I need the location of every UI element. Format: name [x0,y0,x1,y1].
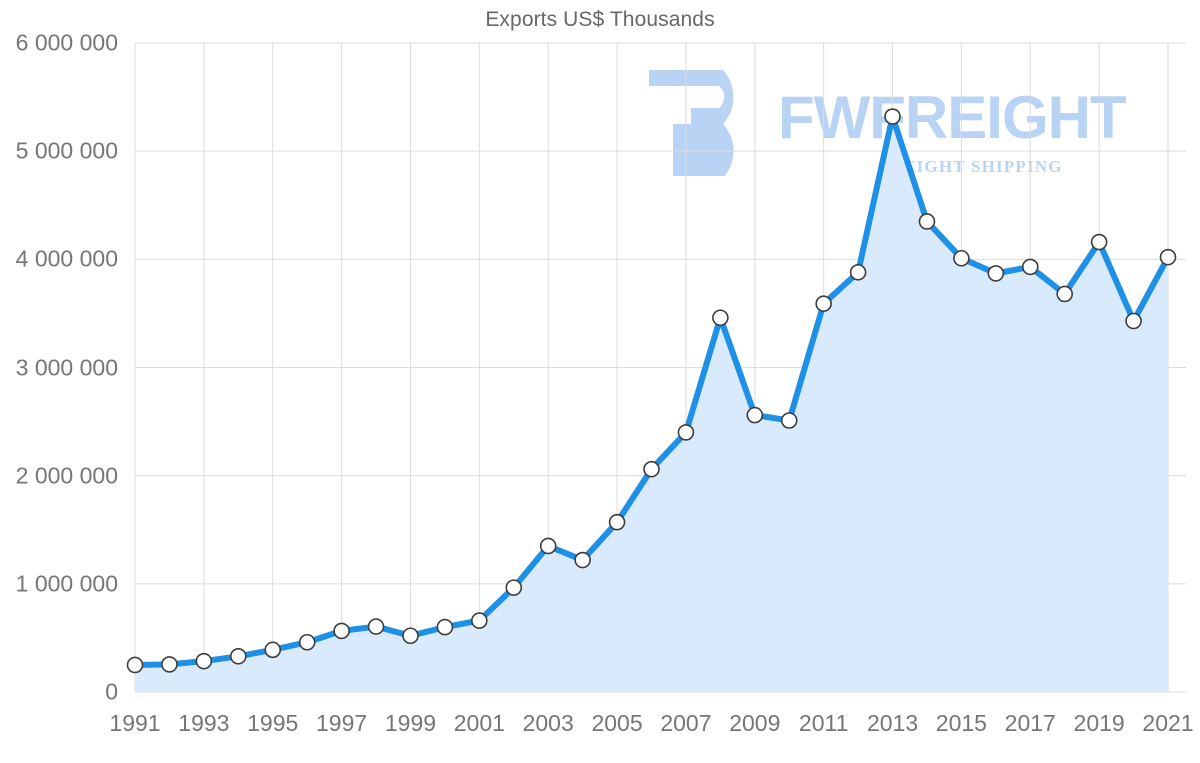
x-axis-tick-label: 2013 [866,710,919,736]
data-point-marker[interactable] [815,295,832,312]
data-point-marker[interactable] [161,656,178,673]
x-axis-tick-label: 1999 [384,710,437,736]
data-point-marker[interactable] [436,618,454,636]
chart-title: Exports US$ Thousands [485,8,715,31]
data-point-marker[interactable] [884,108,901,125]
y-axis-tick-label: 1 000 000 [15,570,118,597]
series-area-fill [135,116,1168,693]
x-axis-tick-label: 2017 [1004,710,1056,736]
data-point-marker[interactable] [1159,248,1177,266]
data-point-marker[interactable] [402,627,419,645]
x-axis-tick-label: 2011 [798,710,849,736]
x-axis-tick-label: 1997 [316,710,368,736]
data-point-marker[interactable] [1125,312,1142,330]
data-point-marker[interactable] [746,406,764,424]
x-axis-tick-label: 1991 [109,710,161,736]
data-point-marker[interactable] [539,537,557,555]
x-axis-tick-label: 1995 [247,710,299,736]
x-axis-tick-label: 2015 [935,710,987,736]
data-point-marker[interactable] [677,424,695,441]
y-axis-tick-label: 0 [105,678,118,705]
data-point-marker[interactable] [780,412,798,429]
x-axis-tick-label: 2003 [522,710,574,736]
data-point-marker[interactable] [643,460,660,478]
data-point-marker[interactable] [471,612,488,629]
data-point-marker[interactable] [367,618,385,635]
data-point-marker[interactable] [195,652,213,670]
x-axis-tick-label: 2009 [729,710,781,736]
data-point-marker[interactable] [264,641,282,659]
data-point-marker[interactable] [230,647,247,665]
data-point-marker[interactable] [712,309,729,327]
y-axis-tick-label: 2 000 000 [15,462,118,489]
data-point-marker[interactable] [987,265,1005,282]
data-point-marker[interactable] [1021,258,1039,276]
x-axis-tick-label: 2019 [1073,710,1125,736]
x-axis-tick-label: 2021 [1142,710,1194,736]
data-point-marker[interactable] [333,622,350,640]
x-axis-tick-label: 2001 [453,710,505,736]
data-point-marker[interactable] [505,579,523,596]
y-axis-tick-label: 6 000 000 [15,29,118,56]
data-point-marker[interactable] [574,551,591,569]
y-axis-tick-label: 3 000 000 [15,354,118,380]
data-point-marker[interactable] [1090,233,1108,251]
x-axis-tick-label: 1993 [178,710,230,736]
x-axis-tick-label: 2007 [660,710,712,736]
y-axis-tick-label: 5 000 000 [15,137,118,164]
data-point-marker[interactable] [953,249,970,267]
x-axis-tick-label: 2005 [591,710,643,736]
data-point-marker[interactable] [126,656,144,674]
data-point-marker[interactable] [608,513,626,531]
data-point-marker[interactable] [918,213,936,230]
data-point-marker[interactable] [849,264,867,281]
y-axis-tick-label: 4 000 000 [15,245,118,272]
series-markers [126,108,1177,674]
data-point-marker[interactable] [1056,285,1073,303]
data-point-marker[interactable] [298,633,316,651]
